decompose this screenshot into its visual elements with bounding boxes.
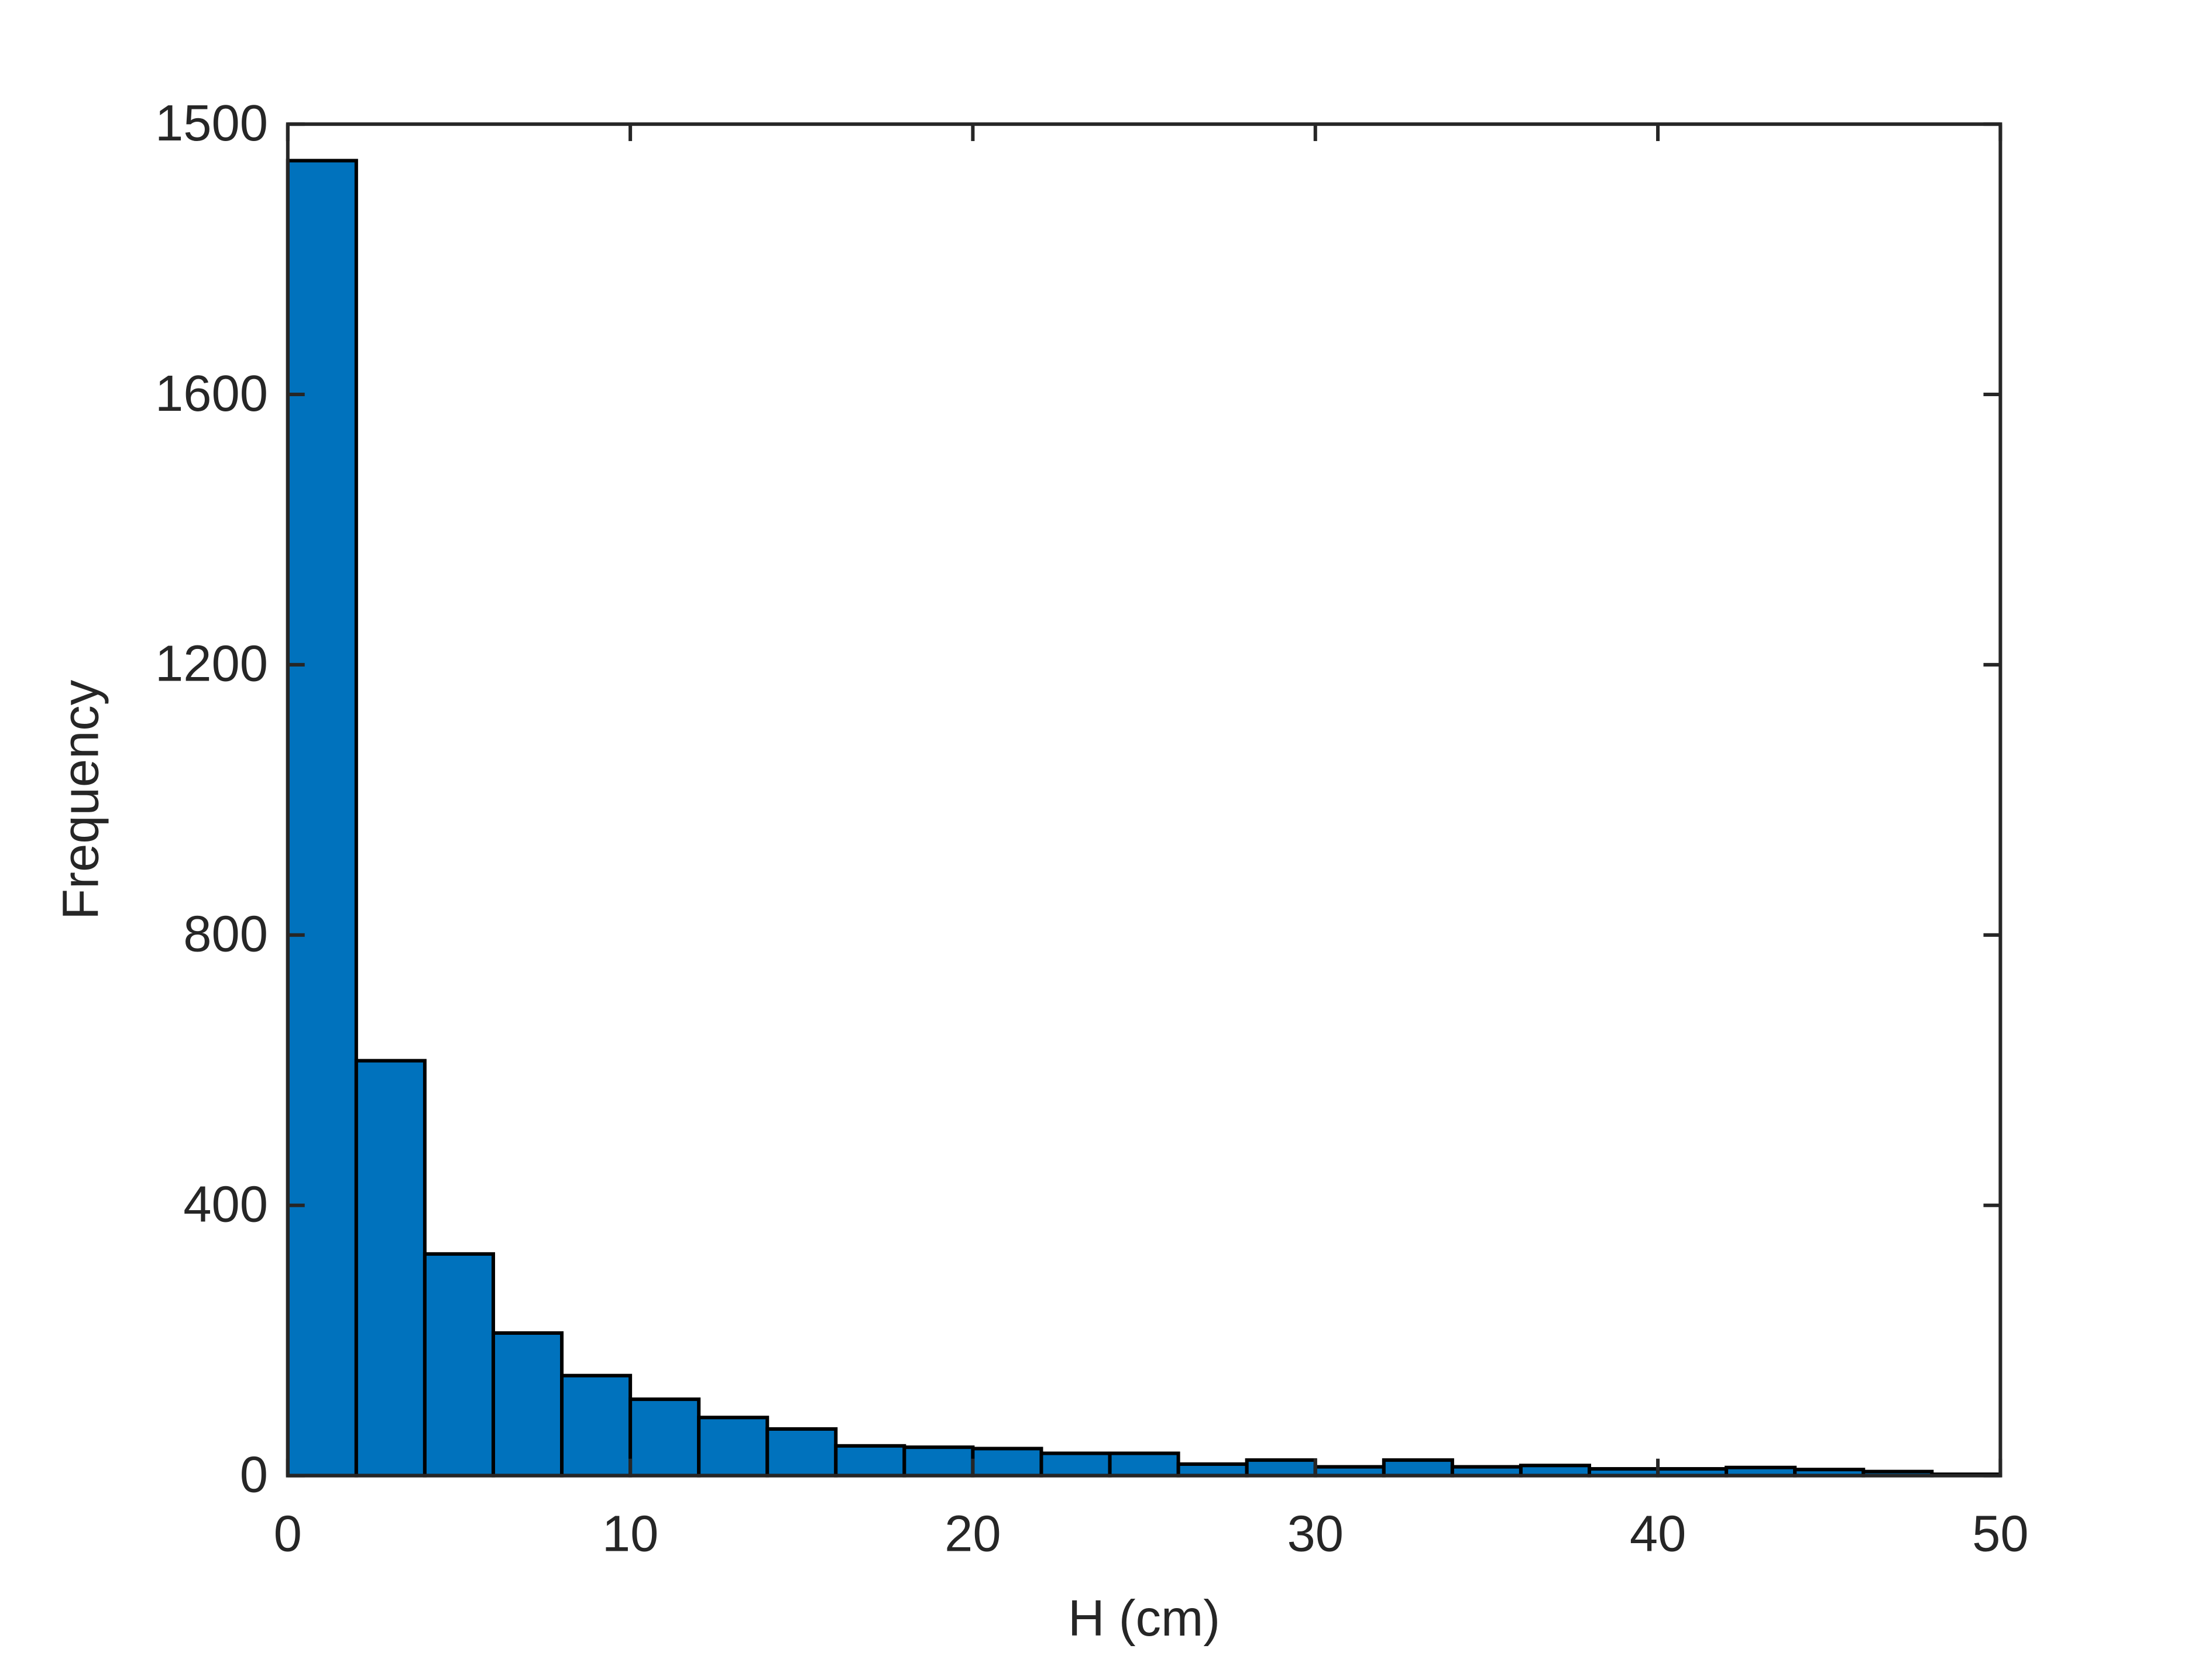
bar [491, 1331, 564, 1478]
x-tick-label: 40 [1630, 1506, 1687, 1562]
bar [560, 1373, 633, 1478]
x-tick-label: 0 [274, 1506, 302, 1562]
y-axis-label: Frequency [53, 679, 109, 920]
y-tick-label: 1200 [155, 636, 268, 692]
bar [697, 1416, 770, 1478]
bar [971, 1447, 1043, 1478]
x-tick-label: 20 [944, 1506, 1001, 1562]
y-tick-label: 800 [183, 906, 268, 963]
bar [423, 1252, 495, 1478]
y-tick-label: 1500 [155, 95, 268, 152]
bar [1108, 1451, 1180, 1478]
y-tick-label: 1600 [155, 365, 268, 422]
bar [286, 159, 358, 1478]
plot-frame [286, 122, 2003, 1478]
bar [354, 1059, 427, 1478]
bar [902, 1445, 975, 1478]
bar [834, 1444, 906, 1478]
y-tick-label: 400 [183, 1176, 268, 1232]
bar [1039, 1451, 1112, 1478]
bar [765, 1427, 838, 1478]
bar [1382, 1458, 1454, 1478]
y-tick-label: 0 [240, 1446, 268, 1503]
x-axis-label: H (cm) [1068, 1590, 1220, 1647]
x-tick-label: 10 [602, 1506, 659, 1562]
bar [628, 1397, 701, 1478]
bar [1245, 1458, 1317, 1478]
x-tick-label: 30 [1287, 1506, 1344, 1562]
x-tick-label: 50 [1972, 1506, 2029, 1562]
